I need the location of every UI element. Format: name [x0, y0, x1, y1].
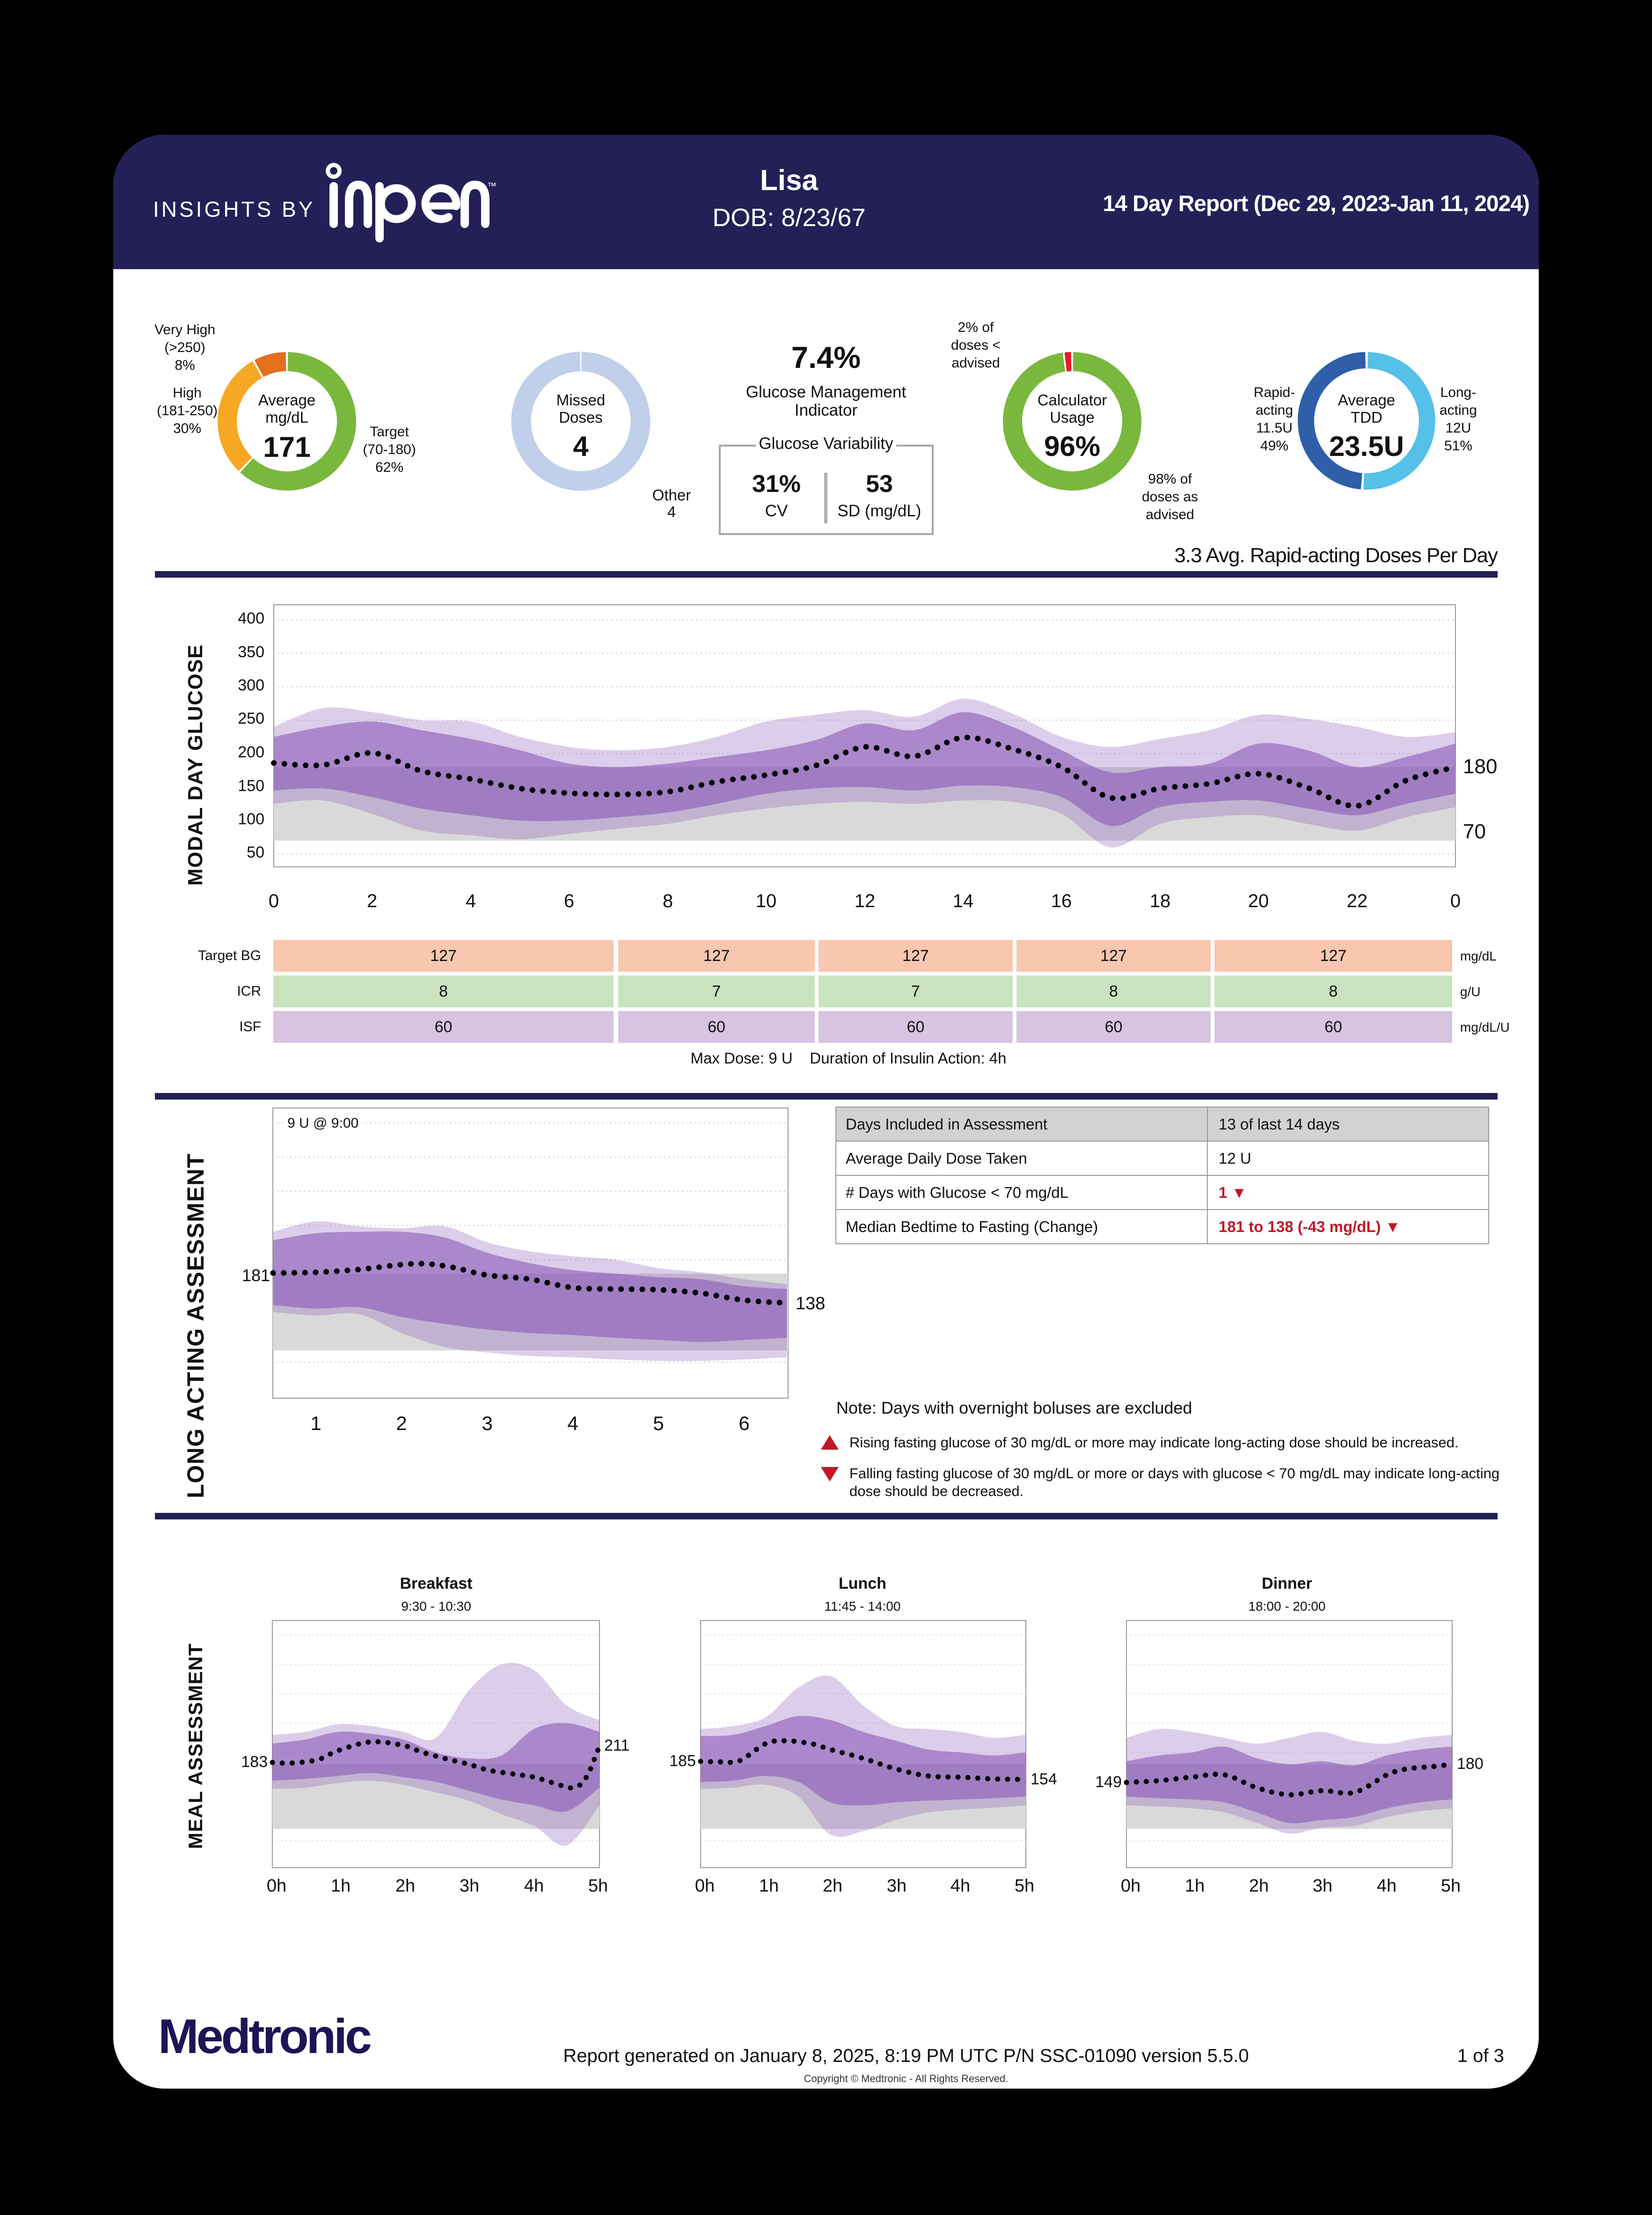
svg-text:™: ™ — [487, 181, 497, 191]
